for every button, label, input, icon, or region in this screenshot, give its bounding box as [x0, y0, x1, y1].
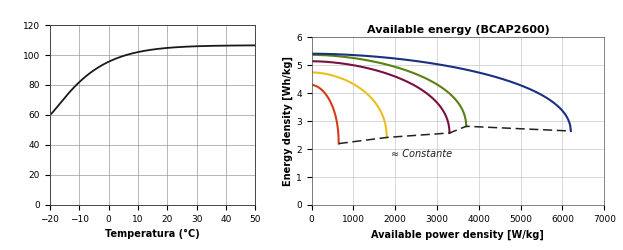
- Text: ≈ Constante: ≈ Constante: [391, 149, 452, 159]
- Y-axis label: Energy density [Wh/kg]: Energy density [Wh/kg]: [283, 56, 293, 186]
- Title: Available energy (BCAP2600): Available energy (BCAP2600): [366, 25, 549, 35]
- X-axis label: Available power density [W/kg]: Available power density [W/kg]: [371, 229, 545, 239]
- X-axis label: Temperatura (°C): Temperatura (°C): [105, 229, 200, 239]
